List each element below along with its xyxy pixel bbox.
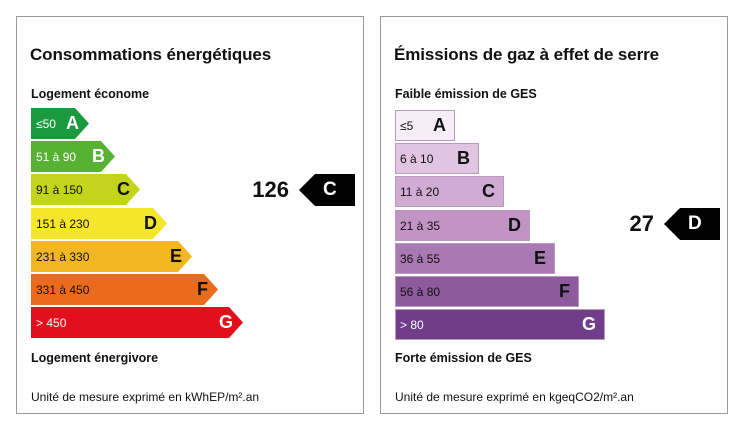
ges-class-bar-e: 36 à 55 E: [395, 242, 555, 274]
energy-class-bar-shape: [31, 141, 115, 173]
ges-class-bar-f: 56 à 80 F: [395, 276, 579, 307]
ges-class-letter: D: [508, 214, 521, 235]
energy-class-bar-b: 51 à 90 B: [31, 141, 115, 173]
ges-bottom-label: Forte émission de GES: [395, 351, 532, 365]
ges-class-range: ≤5: [400, 119, 414, 133]
ges-marker-letter: D: [688, 213, 702, 234]
ges-class-bar-b: 6 à 10 B: [395, 143, 479, 175]
energy-class-bar-shape: [31, 274, 218, 305]
energy-class-bar-shape: [31, 207, 167, 239]
ges-top-label: Faible émission de GES: [395, 87, 537, 101]
energy-class-range: 51 à 90: [36, 150, 77, 165]
ges-class-letter: C: [482, 181, 495, 202]
energy-class-letter: D: [144, 212, 157, 233]
energy-marker-arrow: [299, 174, 355, 206]
energy-class-bar-shape: [31, 240, 192, 272]
energy-class-letter: B: [92, 146, 105, 167]
energy-class-bar-g: > 450 G: [31, 307, 243, 339]
ges-class-bar-shape: [395, 276, 579, 307]
ges-emission-panel: Émissions de gaz à effet de serre Faible…: [380, 16, 728, 414]
ges-class-bar-shape: [395, 309, 605, 341]
ges-class-bar-shape: [395, 209, 530, 241]
ges-class-range: 56 à 80: [400, 285, 441, 299]
energy-class-range: 331 à 450: [36, 283, 90, 297]
energy-class-bar-d: 151 à 230 D: [31, 207, 167, 239]
ges-class-letter: E: [533, 247, 546, 268]
energy-bottom-label: Logement énergivore: [31, 351, 159, 365]
ges-class-bar-shape: [395, 242, 555, 274]
energy-class-bar-c: 91 à 150 C: [31, 174, 140, 206]
energy-class-bar-shape: [31, 174, 140, 206]
energy-marker-letter: C: [323, 179, 337, 200]
energy-class-range: 91 à 150: [36, 183, 83, 198]
energy-class-letter: C: [117, 179, 130, 200]
ges-class-bar-shape: [395, 176, 504, 208]
energy-class-range: 231 à 330: [36, 249, 90, 264]
energy-class-bar-shape: [31, 307, 243, 339]
energy-class-bar-e: 231 à 330 E: [31, 240, 192, 272]
energy-class-marker: C: [299, 174, 355, 206]
ges-class-bar-shape: [395, 110, 455, 141]
ges-class-bar-shape: [395, 143, 479, 175]
energy-unit-note: Unité de mesure exprimé en kWhEP/m².an: [31, 390, 260, 404]
energy-class-letter: F: [197, 279, 208, 299]
ges-class-range: 36 à 55: [400, 251, 441, 266]
energy-class-range: > 450: [36, 316, 67, 331]
energy-class-letter: E: [169, 245, 182, 266]
ges-class-letter: B: [457, 148, 470, 169]
energy-class-letter: G: [218, 312, 233, 333]
energy-class-bar-shape: [31, 108, 89, 139]
ges-class-bar-c: 11 à 20 C: [395, 176, 504, 208]
energy-top-label: Logement économe: [31, 87, 150, 101]
ges-class-letter: G: [581, 314, 596, 335]
energy-class-range: ≤50: [36, 117, 56, 131]
ges-class-range: 11 à 20: [400, 185, 440, 200]
ges-class-range: 6 à 10: [400, 152, 434, 167]
energy-class-bar-a: ≤50 A: [31, 108, 89, 139]
energy-class-bar-f: 331 à 450 F: [31, 274, 218, 305]
ges-marker-arrow: [664, 208, 720, 240]
ges-value: 27: [629, 211, 654, 236]
ges-class-bar-a: ≤5 A: [395, 110, 455, 141]
ges-class-marker: D: [664, 208, 720, 240]
ges-class-letter: F: [559, 281, 570, 301]
energy-class-letter: A: [66, 113, 79, 133]
ges-class-range: 21 à 35: [400, 218, 441, 233]
ges-class-range: > 80: [400, 318, 424, 333]
ges-class-bar-g: > 80 G: [395, 309, 605, 341]
ges-class-bar-d: 21 à 35 D: [395, 209, 530, 241]
energy-panel-title: Consommations énergétiques: [30, 45, 272, 64]
ges-class-letter: A: [433, 115, 446, 135]
energy-value: 126: [252, 177, 289, 202]
energy-class-range: 151 à 230: [36, 216, 90, 231]
energy-consumption-panel: Consommations énergétiques Logement écon…: [16, 16, 364, 414]
ges-unit-note: Unité de mesure exprimé en kgeqCO2/m².an: [395, 390, 634, 404]
ges-panel-title: Émissions de gaz à effet de serre: [394, 45, 660, 64]
